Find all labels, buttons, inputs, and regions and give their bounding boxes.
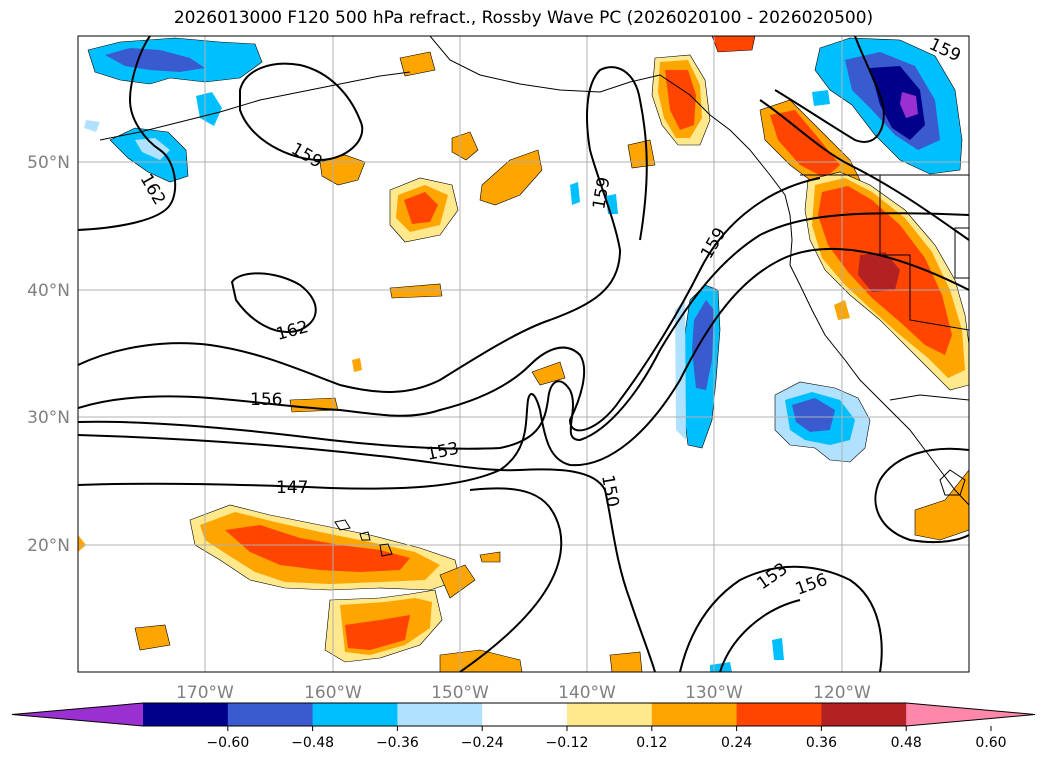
contour-150-main: [78, 247, 969, 490]
contour-label: 156: [250, 390, 282, 410]
colorbar-tick-label: 0.60: [975, 735, 1006, 751]
colorbar-segment: [651, 703, 738, 726]
colorbar-tick-label: 0.24: [721, 735, 752, 751]
contour-label: 147: [276, 478, 308, 498]
colorbar-extension-high: [906, 703, 1035, 726]
colorbar-segment: [227, 703, 314, 726]
colorbar-tick-label: −0.24: [461, 735, 504, 751]
colorbar-tick-label: 0.12: [636, 735, 667, 751]
contour-153-lower: [719, 599, 801, 672]
colorbar-tick-label: −0.12: [546, 735, 589, 751]
map-area: 162 159 162 156 153 147 150 159 159 153 …: [78, 36, 969, 672]
colorbar-segment: [567, 703, 653, 726]
contour-pacific-nw: [759, 99, 969, 241]
lat-label: 20°N: [27, 536, 70, 556]
colorbar-segment: [821, 703, 907, 726]
colorbar-tick-label: −0.36: [376, 735, 419, 751]
lon-label: 160°W: [304, 683, 362, 703]
colorbar-segment: [736, 703, 822, 726]
map-title: 2026013000 F120 500 hPa refract., Rossby…: [173, 8, 874, 28]
positive-anomaly-shading: [78, 36, 969, 672]
lon-label: 140°W: [558, 683, 616, 703]
mexico-border: [889, 394, 969, 401]
north-america-coast: [659, 74, 969, 506]
colorbar-tick-label: 0.48: [891, 735, 922, 751]
contour-156-main: [78, 177, 821, 432]
contour-159-canada: [774, 36, 885, 143]
lat-label: 50°N: [27, 153, 70, 173]
colorbar-segment: [397, 703, 483, 726]
height-contours: [78, 36, 969, 672]
lon-axis-labels: 170°W 160°W 150°W 140°W 130°W 120°W: [176, 683, 871, 703]
baja-peninsula: [939, 469, 966, 496]
contour-156-lower: [679, 565, 883, 672]
map-frame: [77, 35, 970, 673]
colorbar: −0.60 −0.48 −0.36 −0.24 −0.12 0.12 0.24 0.36 0.4…: [11, 702, 1036, 751]
contour-162-closed: [230, 272, 317, 333]
colorbar-tick-label: 0.36: [806, 735, 837, 751]
colorbar-tick-label: −0.48: [291, 735, 334, 751]
colorbar-segment: [482, 703, 568, 726]
hawaii-islands: [334, 519, 393, 557]
contour-baja: [874, 447, 969, 544]
colorbar-segment: [312, 703, 398, 726]
lat-label: 40°N: [27, 281, 70, 301]
contour-159-closed: [239, 62, 364, 162]
contour-162-west: [78, 36, 177, 231]
lat-lon-grid: [78, 36, 969, 672]
colorbar-segment: [143, 703, 229, 726]
lon-label: 150°W: [431, 683, 489, 703]
alaska-coast: [429, 36, 661, 93]
lon-label: 120°W: [813, 683, 871, 703]
lat-axis-labels: 50°N 40°N 30°N 20°N: [27, 153, 70, 556]
lon-label: 130°W: [685, 683, 743, 703]
contour-153-main: [78, 212, 969, 450]
colorbar-outline: [11, 702, 1036, 727]
contour-159-main: [78, 66, 648, 393]
colorbar-tick-label: −0.60: [206, 735, 249, 751]
state-borders: [879, 175, 969, 331]
contour-lower-loop: [459, 487, 563, 672]
coastlines: [99, 36, 969, 557]
colorbar-extension-low: [12, 703, 143, 726]
contour-147-main: [78, 434, 656, 672]
lon-label: 170°W: [176, 683, 234, 703]
lat-label: 30°N: [27, 408, 70, 428]
aleutian-islands: [99, 71, 411, 141]
inset-box: [954, 227, 969, 279]
